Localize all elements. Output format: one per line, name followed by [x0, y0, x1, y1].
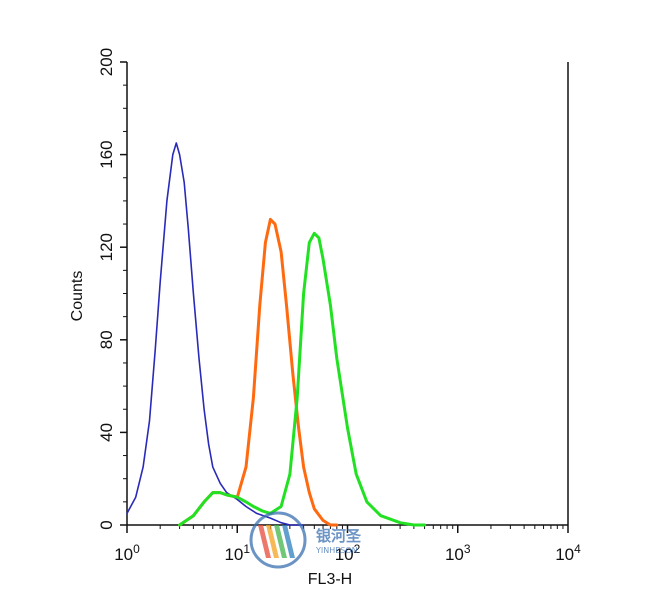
- watermark-stripe-orange: [266, 525, 279, 558]
- y-tick-label: 160: [97, 140, 116, 168]
- y-tick-label: 0: [97, 520, 116, 529]
- watermark-text-cn: 银河圣: [316, 527, 362, 545]
- watermark-text-en: YINHESON: [315, 546, 358, 555]
- histogram-series: [126, 142, 427, 527]
- histogram-series-2: [178, 217, 339, 527]
- x-tick-label: 101: [224, 542, 250, 564]
- y-axis-label: Counts: [69, 271, 86, 322]
- x-tick-label: 102: [335, 542, 361, 564]
- y-tick-label: 120: [97, 233, 116, 261]
- y-tick-label: 200: [97, 48, 116, 76]
- y-tick-label: 80: [97, 330, 116, 349]
- x-axis-label: FL3-H: [308, 571, 352, 588]
- x-tick-label: 103: [445, 542, 471, 564]
- y-tick-label: 40: [97, 423, 116, 442]
- watermark-stripe-blue: [282, 525, 295, 558]
- watermark-logo: 银河圣 YINHESON: [249, 511, 362, 569]
- x-tick-label: 100: [114, 542, 140, 564]
- watermark-stripe-green: [274, 525, 287, 558]
- x-tick-label: 104: [555, 542, 581, 564]
- histogram-series-1: [126, 142, 305, 526]
- y-axis-ticks: 0 40 80 120 160 200: [97, 48, 127, 530]
- watermark-ring: [249, 511, 307, 569]
- x-axis-ticks: 100 101 102 103 104: [114, 525, 581, 564]
- watermark-stripe-red: [258, 525, 271, 558]
- histogram-series-3: [178, 231, 427, 527]
